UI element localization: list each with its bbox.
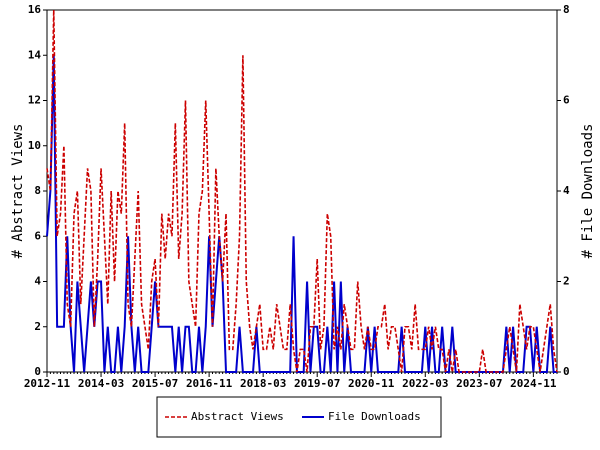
y-tick-label: 14 <box>28 48 42 61</box>
x-tick-label: 2016-11 <box>186 377 233 390</box>
x-tick-label: 2019-07 <box>294 377 340 390</box>
y-tick-label: 6 <box>34 229 41 242</box>
y-tick-label: 4 <box>34 275 41 288</box>
y-tick-label: 12 <box>28 94 41 107</box>
y-tick-label: 10 <box>28 139 41 152</box>
legend-label: Abstract Views <box>191 410 284 423</box>
legend-box <box>156 396 442 438</box>
x-tick-label: 2015-07 <box>132 377 178 390</box>
y2-tick-label: 0 <box>563 365 570 378</box>
plot-frame <box>46 9 558 373</box>
series-line <box>46 55 557 373</box>
x-tick-label: 2014-03 <box>78 377 124 390</box>
y-tick-label: 8 <box>34 184 41 197</box>
y2-tick-label: 8 <box>563 3 570 16</box>
x-tick-label: 2012-11 <box>24 377 71 390</box>
y-tick-label: 0 <box>34 365 41 378</box>
y2-tick-label: 4 <box>563 184 570 197</box>
x-tick-label: 2024-11 <box>510 377 557 390</box>
y2-axis-label: # File Downloads <box>580 124 596 259</box>
y-tick-label: 2 <box>34 320 41 333</box>
y-axis-label: # Abstract Views <box>10 124 26 259</box>
x-tick-label: 2023-07 <box>456 377 502 390</box>
legend-label: File Downloads <box>328 410 421 423</box>
x-tick-label: 2020-11 <box>348 377 395 390</box>
x-tick-label: 2022-03 <box>402 377 448 390</box>
x-tick-label: 2018-03 <box>240 377 286 390</box>
series-line <box>46 9 558 373</box>
y2-tick-label: 6 <box>563 94 570 107</box>
y2-tick-label: 2 <box>563 275 570 288</box>
y-tick-label: 16 <box>28 3 42 16</box>
